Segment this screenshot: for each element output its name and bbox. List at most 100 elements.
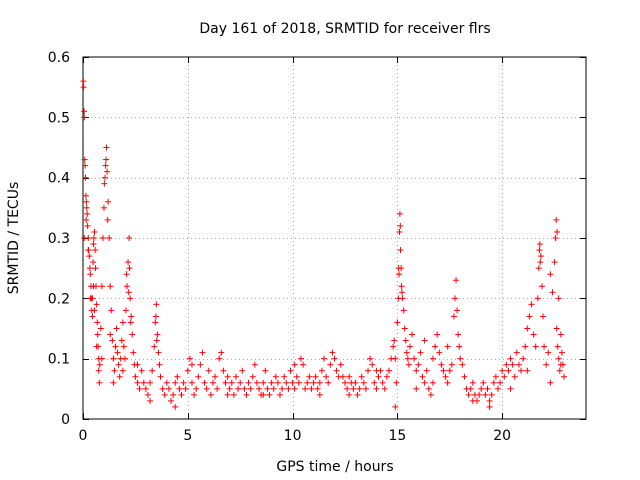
data-point [365,367,372,374]
data-point [541,343,548,350]
data-point [155,349,162,356]
data-point [509,361,516,368]
data-points [80,78,567,410]
data-point [109,337,116,344]
y-tick-label: 0.6 [48,50,70,66]
data-point [528,301,535,308]
data-point [86,265,93,272]
data-point [262,367,269,374]
data-point [486,403,493,410]
data-point [84,210,91,217]
data-point [394,319,401,326]
data-point [220,367,227,374]
data-point [82,162,89,169]
data-point [89,313,96,320]
data-point [555,295,562,302]
data-point [318,367,325,374]
data-point [116,373,123,380]
data-point [425,385,432,392]
data-point [522,343,529,350]
data-point [432,343,439,350]
data-point [540,313,547,320]
data-point [346,391,353,398]
data-point [419,373,426,380]
data-point [251,361,258,368]
data-point [511,373,518,380]
data-point [283,379,290,386]
data-point [402,337,409,344]
data-point [403,349,410,356]
data-point [178,391,185,398]
data-point [247,385,254,392]
data-point [113,325,120,332]
data-point [168,397,175,404]
data-point [152,319,159,326]
data-point [103,144,110,151]
data-point [253,379,260,386]
data-point [95,367,102,374]
x-tick-label: 0 [79,428,88,444]
data-point [224,373,231,380]
data-point [84,222,91,229]
data-point [360,379,367,386]
data-point [108,307,115,314]
data-point [83,216,90,223]
data-point [557,331,564,338]
data-point [182,385,189,392]
data-point [430,355,437,362]
data-point [106,235,113,241]
data-point [444,379,451,386]
data-point [193,385,200,392]
data-point [555,355,562,362]
data-point [122,307,129,314]
data-point [260,379,267,386]
data-point [132,373,139,380]
data-point [401,325,408,332]
data-point [165,385,172,392]
data-point [312,373,319,380]
data-point [553,325,560,332]
data-point [144,391,151,398]
data-point [304,379,311,386]
data-point [92,247,99,254]
data-point [444,343,451,350]
data-point [170,391,177,398]
data-point [552,235,559,241]
data-point [480,379,487,386]
data-point [492,373,499,380]
data-point [339,373,346,380]
data-point [207,391,214,398]
data-point [140,379,147,386]
data-point [551,259,558,266]
data-point [538,283,545,290]
data-point [222,379,229,386]
data-point [448,361,455,368]
data-point [127,295,134,302]
data-point [549,289,556,296]
data-point [134,361,141,368]
data-point [97,325,104,332]
data-point [118,337,125,344]
data-point [379,379,386,386]
data-point [91,307,98,314]
data-point [476,391,483,398]
data-point [556,367,563,374]
data-point [537,259,544,266]
data-point [103,156,110,163]
data-point [212,373,219,380]
chart-title: Day 161 of 2018, SRMTID for receiver flr… [199,21,490,37]
data-point [321,355,328,362]
data-point [337,361,344,368]
data-point [405,361,412,368]
data-point [157,373,164,380]
data-point [237,379,244,386]
data-point [209,379,216,386]
data-point [186,355,193,362]
data-point [289,379,296,386]
data-point [154,331,161,338]
data-point [367,355,374,362]
data-point [127,319,134,326]
data-point [90,259,97,266]
data-point [90,235,97,241]
data-point [536,241,543,248]
